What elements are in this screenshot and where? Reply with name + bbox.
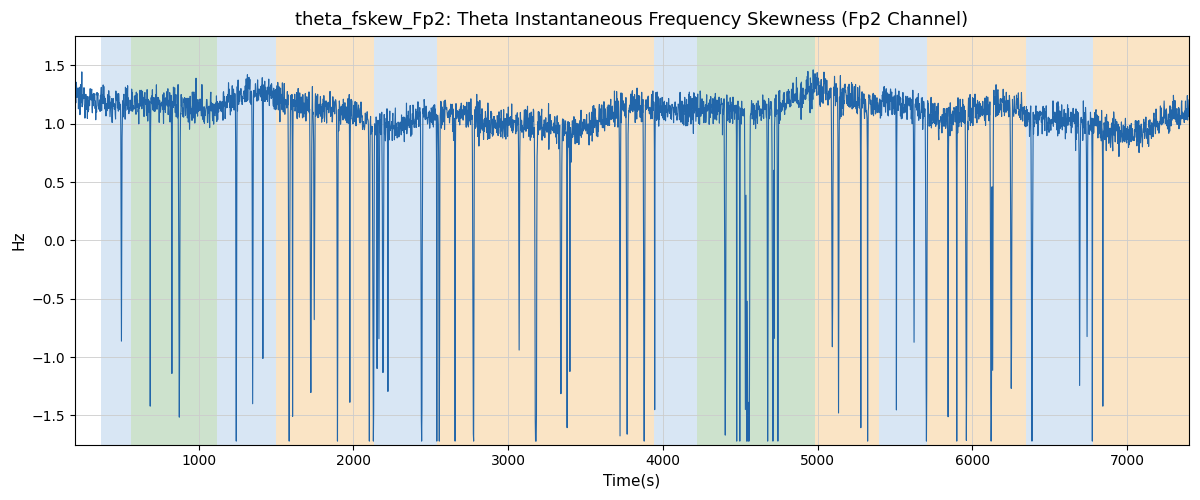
- Y-axis label: Hz: Hz: [11, 230, 26, 250]
- Bar: [131, 36, 217, 445]
- Title: theta_fskew_Fp2: Theta Instantaneous Frequency Skewness (Fp2 Channel): theta_fskew_Fp2: Theta Instantaneous Fre…: [295, 11, 968, 30]
- Bar: [101, 36, 131, 445]
- Bar: [697, 36, 815, 445]
- Bar: [437, 36, 654, 445]
- Bar: [928, 36, 1026, 445]
- Bar: [815, 36, 880, 445]
- Bar: [276, 36, 373, 445]
- Bar: [373, 36, 437, 445]
- Bar: [880, 36, 928, 445]
- Bar: [1093, 36, 1189, 445]
- X-axis label: Time(s): Time(s): [604, 474, 660, 489]
- Bar: [654, 36, 697, 445]
- Bar: [1026, 36, 1093, 445]
- Bar: [217, 36, 276, 445]
